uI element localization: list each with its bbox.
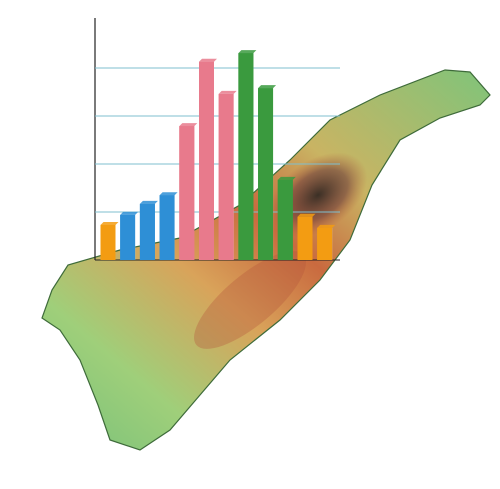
bar-shine [297, 216, 313, 260]
bar-cap [277, 176, 296, 180]
bar-shine [139, 203, 155, 260]
bar-cap [199, 58, 217, 62]
bar-shine [159, 195, 175, 260]
bar-shine [218, 93, 234, 260]
bar-shine [277, 179, 293, 260]
bar-shine [258, 88, 274, 260]
bar-shine [317, 227, 333, 260]
bar-cap [120, 211, 139, 215]
bar-shine [179, 126, 195, 260]
bar-shine [120, 214, 136, 260]
bar-cap [139, 200, 158, 204]
bar-cap [179, 123, 198, 127]
bar-cap [159, 192, 178, 196]
bar-cap [297, 213, 316, 217]
bar-cap [218, 90, 237, 94]
bar-cap [100, 221, 119, 225]
bar-cap [238, 50, 257, 54]
bar-cap [258, 85, 277, 89]
bar-shine [199, 61, 214, 261]
bar-shine [238, 53, 254, 261]
bar-shine [100, 224, 116, 260]
bar-cap [317, 224, 336, 228]
